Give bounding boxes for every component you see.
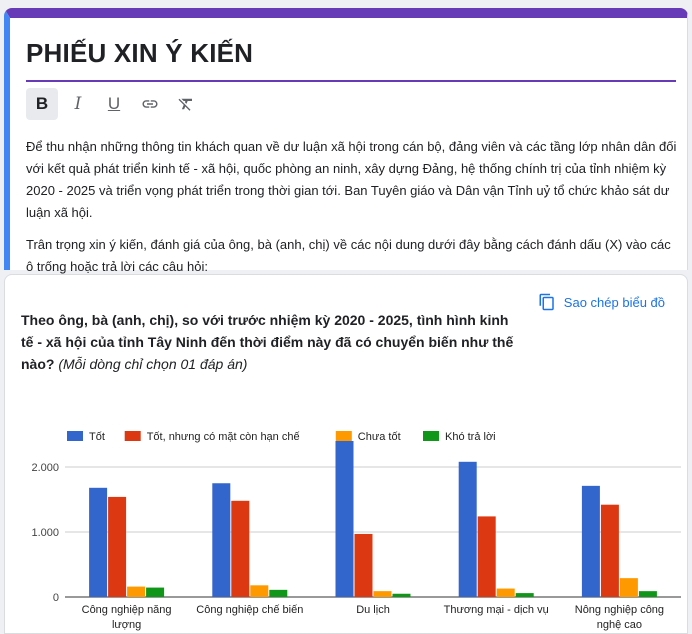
description-paragraph: Để thu nhận những thông tin khách quan v… (26, 139, 677, 220)
copy-icon (539, 293, 554, 311)
bar (458, 461, 477, 597)
bar (496, 588, 515, 597)
bar (600, 504, 619, 597)
y-tick-label: 1.000 (31, 527, 59, 539)
bar (638, 591, 657, 597)
bar (477, 516, 496, 597)
question-title: Theo ông, bà (anh, chị), so với trước nh… (21, 309, 521, 375)
legend-entry: Tốt (89, 431, 105, 443)
bar (250, 585, 269, 597)
question-hint: (Mỗi dòng chỉ chọn 01 đáp án) (58, 356, 248, 372)
x-tick-label: lượng (112, 619, 141, 631)
legend-swatch (67, 431, 83, 441)
x-tick-label: Du lịch (356, 604, 390, 616)
format-toolbar: B I U (26, 88, 202, 120)
link-icon (142, 100, 158, 108)
y-tick-label: 2.000 (31, 462, 59, 474)
clear-format-button[interactable] (170, 88, 202, 120)
legend-swatch (335, 431, 352, 441)
bar (515, 593, 534, 597)
bar (335, 441, 354, 597)
x-tick-label: Công nghiệp chế biến (196, 604, 303, 616)
link-button[interactable] (134, 88, 166, 120)
legend-swatch (423, 431, 439, 441)
underline-button[interactable]: U (107, 94, 121, 113)
legend-entry: Khó trả lời (445, 431, 496, 443)
question-text: Theo ông, bà (anh, chị), so với trước nh… (21, 312, 514, 372)
bar (392, 593, 411, 597)
bar (619, 578, 638, 597)
form-header-card: PHIẾU XIN Ý KIẾN B I U Để thu nhận những… (4, 8, 688, 274)
bar (581, 485, 600, 597)
bar (108, 496, 127, 597)
bar-chart: 0 1.000 2.000 Tốt Tốt, nhưng có mặt còn hạn … (31, 431, 681, 631)
legend-swatch (124, 431, 141, 441)
x-tick-label: Nông nghiệp công (575, 604, 664, 616)
x-tick-label: nghệ cao (597, 619, 642, 631)
bar (89, 487, 108, 597)
copy-chart-label: Sao chép biểu đồ (563, 294, 665, 310)
x-tick-label: Thương mại - dịch vụ (444, 604, 549, 616)
bar (212, 483, 231, 597)
form-title[interactable]: PHIẾU XIN Ý KIẾN (26, 38, 254, 68)
italic-button[interactable]: I (74, 94, 82, 114)
legend-entry: Chưa tốt (358, 431, 401, 443)
y-tick-label: 0 (53, 592, 59, 604)
form-description: Để thu nhận những thông tin khách quan v… (26, 136, 678, 288)
bold-button[interactable]: B (26, 88, 58, 120)
clear-format-icon (178, 98, 192, 111)
description-paragraph: Trân trọng xin ý kiến, đánh giá của ông,… (26, 237, 671, 274)
bar (146, 587, 165, 597)
question-card: Sao chép biểu đồ Theo ông, bà (anh, chị)… (4, 274, 688, 634)
bar (354, 533, 373, 597)
bar (373, 591, 392, 597)
copy-chart-button[interactable]: Sao chép biểu đồ (538, 293, 665, 311)
bar (231, 500, 250, 597)
x-tick-label: Công nghiệp năng (82, 604, 172, 616)
legend-entry: Tốt, nhưng có mặt còn hạn chế (147, 431, 300, 443)
bar (127, 586, 146, 597)
bar (269, 589, 288, 597)
title-underline (26, 80, 676, 82)
